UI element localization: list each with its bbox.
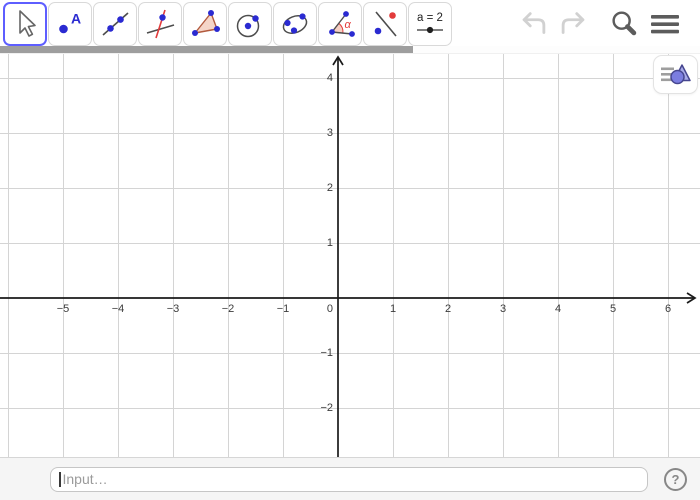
toolbar-actions	[518, 2, 700, 46]
tool-polygon-button[interactable]	[183, 2, 227, 46]
grid-line	[283, 54, 284, 457]
grid-line	[0, 78, 700, 79]
x-axis-tick-label: −5	[56, 303, 70, 315]
tool-move-button[interactable]	[3, 2, 47, 46]
search-button[interactable]	[608, 8, 640, 40]
toolbar: A	[0, 0, 700, 46]
toolbar-scrollbar-thumb[interactable]	[0, 46, 413, 53]
grid-line	[63, 54, 64, 457]
algebra-input[interactable]: Input…	[50, 466, 648, 492]
grid-line	[118, 54, 119, 457]
tool-angle-button[interactable]: α	[318, 2, 362, 46]
slider-icon: a = 2	[416, 11, 444, 36]
search-icon	[612, 11, 637, 36]
redo-button[interactable]	[557, 8, 589, 40]
grid-line	[228, 54, 229, 457]
line-icon	[102, 12, 129, 36]
grid-line	[0, 353, 700, 354]
redo-icon	[561, 12, 585, 34]
y-axis-tick-label: 4	[326, 72, 333, 84]
grid-line	[448, 54, 449, 457]
graphics-stylebar-icon	[660, 63, 691, 84]
x-axis-tick-label: −1	[276, 303, 290, 315]
grid-line	[173, 54, 174, 457]
x-axis-tick-label: 6	[664, 303, 672, 315]
tool-point-button[interactable]: A	[48, 2, 92, 46]
x-axis-tick-label: 0	[326, 303, 333, 315]
slider-track-icon	[417, 27, 443, 34]
move-cursor-icon	[19, 10, 36, 37]
toolbar-scrollbar-track	[0, 46, 700, 53]
tool-ellipse-button[interactable]	[273, 2, 317, 46]
text-caret	[59, 471, 61, 487]
ellipse-icon	[282, 13, 308, 34]
grid-line	[0, 408, 700, 409]
polygon-icon	[192, 10, 220, 36]
stylebar-toggle-button[interactable]	[653, 55, 698, 94]
undo-button[interactable]	[518, 8, 550, 40]
tool-perpendicular-line-button[interactable]	[138, 2, 182, 46]
input-placeholder: Input…	[62, 471, 108, 487]
point-label: A	[71, 11, 81, 27]
tool-circle-center-point-button[interactable]	[228, 2, 272, 46]
tool-slider-button[interactable]: a = 2	[408, 2, 452, 46]
grid-line	[503, 54, 504, 457]
help-icon: ?	[671, 471, 680, 487]
grid-layer	[0, 54, 700, 457]
point-icon: A	[59, 11, 81, 34]
x-axis-tick-label: 2	[444, 303, 452, 315]
circle-icon	[236, 14, 260, 38]
undo-icon	[522, 12, 546, 34]
grid-line	[393, 54, 394, 457]
x-axis-tick-label: 4	[554, 303, 562, 315]
x-axis-tick-label: 3	[499, 303, 507, 315]
angle-icon: α	[329, 11, 355, 37]
tool-group: A	[3, 2, 452, 46]
y-axis-tick-label: −1	[320, 347, 333, 359]
graphics-view[interactable]: −5 −4 −3 −2 −1 0 1 2 3 4 5 6 4 3 2 1 −1 −2	[0, 53, 700, 457]
x-axis-tick-label: −2	[221, 303, 235, 315]
tick-layer: −5 −4 −3 −2 −1 0 1 2 3 4 5 6 4 3 2 1 −1 −2	[0, 54, 700, 457]
slider-tool-label: a = 2	[417, 11, 443, 24]
grid-line	[0, 133, 700, 134]
perpendicular-line-icon	[146, 9, 175, 39]
help-button[interactable]: ?	[664, 467, 687, 491]
y-axis-tick-label: 2	[326, 182, 333, 194]
y-axis-tick-label: 3	[326, 127, 333, 139]
y-axis-tick-label: −2	[320, 402, 333, 414]
x-axis-tick-label: −4	[111, 303, 125, 315]
reflect-about-line-icon	[374, 11, 397, 37]
menu-button[interactable]	[647, 8, 683, 40]
grid-line	[613, 54, 614, 457]
y-axis-tick-label: 1	[326, 237, 333, 249]
grid-line	[668, 54, 669, 457]
grid-line	[8, 54, 9, 457]
x-axis-tick-label: −3	[166, 303, 180, 315]
grid-line	[0, 243, 700, 244]
tool-reflect-about-line-button[interactable]	[363, 2, 407, 46]
menu-icon	[651, 15, 679, 34]
x-axis-tick-label: 1	[389, 303, 397, 315]
angle-alpha-label: α	[345, 19, 352, 31]
input-bar: Input… ?	[0, 457, 700, 500]
tool-line-button[interactable]	[93, 2, 137, 46]
x-axis-tick-label: 5	[609, 303, 617, 315]
grid-line	[0, 188, 700, 189]
grid-line	[558, 54, 559, 457]
